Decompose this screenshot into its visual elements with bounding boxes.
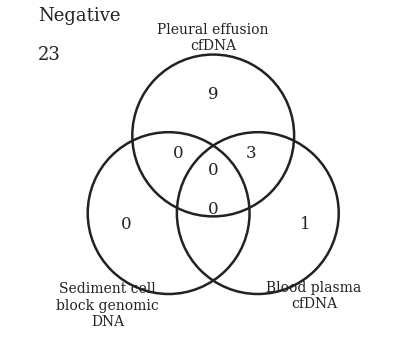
Text: Pleural effusion
cfDNA: Pleural effusion cfDNA [158, 23, 269, 53]
Text: 23: 23 [38, 46, 61, 64]
Text: 0: 0 [208, 201, 218, 218]
Text: 0: 0 [120, 216, 131, 233]
Text: 9: 9 [208, 86, 218, 103]
Text: 0: 0 [208, 162, 218, 179]
Text: Sediment cell
block genomic
DNA: Sediment cell block genomic DNA [56, 282, 159, 329]
Text: 0: 0 [173, 145, 184, 162]
Text: Negative: Negative [38, 7, 121, 25]
Text: 1: 1 [300, 216, 311, 233]
Text: 3: 3 [246, 145, 256, 162]
Text: Blood plasma
cfDNA: Blood plasma cfDNA [266, 280, 362, 311]
